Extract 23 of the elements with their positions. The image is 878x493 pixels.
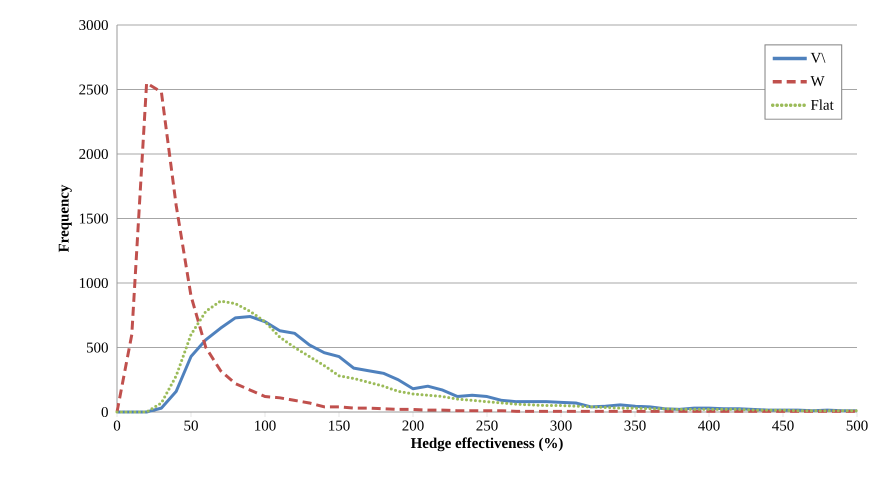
legend-label: V\ <box>810 52 826 63</box>
y-tick-label: 2000 <box>79 148 108 160</box>
x-tick-label: 450 <box>772 420 794 431</box>
y-tick-label: 1500 <box>80 213 108 224</box>
legend-label: W <box>810 76 825 86</box>
y-axis-title: Frequency <box>58 184 72 252</box>
x-tick-label: 200 <box>402 420 424 431</box>
x-tick-label: 150 <box>329 420 350 431</box>
y-tick-label: 3000 <box>79 20 108 30</box>
x-tick-label: 300 <box>550 420 572 431</box>
x-tick-label: 100 <box>255 420 276 431</box>
x-tick-label: 0 <box>114 420 120 431</box>
x-tick-label: 50 <box>184 420 198 431</box>
x-tick-label: 500 <box>846 420 868 431</box>
legend-label: Flat <box>810 99 834 110</box>
y-tick-label: 500 <box>86 342 108 353</box>
y-tick-label: 2500 <box>79 84 108 95</box>
x-tick-label: 250 <box>476 420 498 431</box>
y-tick-label: 0 <box>102 406 108 418</box>
y-tick-label: 1000 <box>80 278 108 288</box>
x-tick-label: 350 <box>624 420 646 431</box>
x-axis-title: Hedge effectiveness (%) <box>410 437 563 452</box>
x-tick-label: 400 <box>698 420 720 431</box>
